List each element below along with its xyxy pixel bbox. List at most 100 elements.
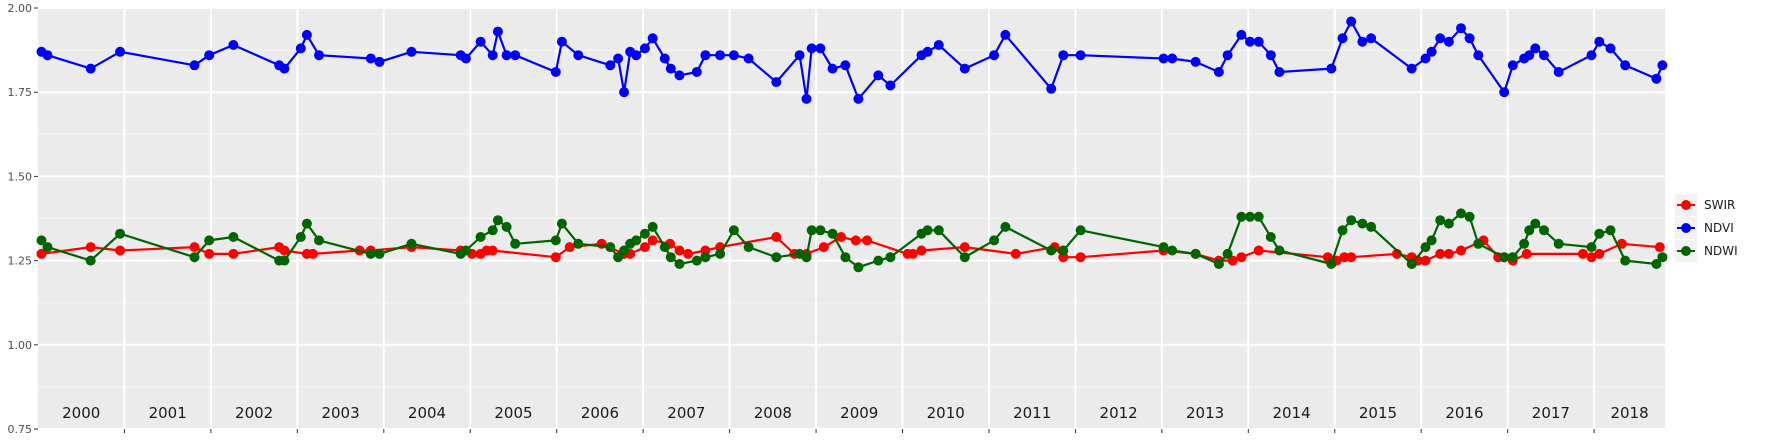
swir-point xyxy=(959,242,970,253)
swir-point xyxy=(487,245,498,256)
year-labels: 2000 2001 2002 2003 2004 2005 2006 2007 2008 2009… xyxy=(62,404,1649,422)
swir-point xyxy=(1435,248,1446,259)
swir-point xyxy=(916,245,927,256)
ndwi-point xyxy=(1586,242,1597,253)
ndvi-point xyxy=(728,50,739,61)
y-tick-label: 2.00 xyxy=(8,2,33,15)
ndwi-point xyxy=(1426,235,1437,246)
ndwi-point xyxy=(1274,245,1285,256)
ndwi-point xyxy=(1605,225,1616,236)
ndvi-point xyxy=(771,77,782,88)
ndwi-point xyxy=(1594,228,1605,239)
swir-point xyxy=(204,248,215,259)
ndwi-point xyxy=(840,252,851,263)
ndwi-point xyxy=(1473,238,1484,249)
ndvi-point xyxy=(959,63,970,74)
swir-point xyxy=(850,235,861,246)
ndvi-point xyxy=(365,53,376,64)
ndwi-point xyxy=(1507,252,1518,263)
ndwi-point xyxy=(885,252,896,263)
y-tick-label: 1.25 xyxy=(8,255,33,268)
ndwi-point xyxy=(613,252,624,263)
legend-label-ndwi: NDWI xyxy=(1704,244,1738,258)
ndwi-point xyxy=(295,232,306,242)
ndwi-point xyxy=(1265,232,1276,242)
swir-point xyxy=(836,232,847,242)
ndvi-point xyxy=(691,67,702,77)
ndwi-point xyxy=(853,262,864,273)
ndvi-point xyxy=(1651,73,1662,84)
year-label: 2000 xyxy=(62,404,100,422)
ndwi-point xyxy=(1620,255,1631,266)
ndvi-point xyxy=(279,63,290,74)
ndwi-point xyxy=(301,218,312,229)
ndvi-point xyxy=(1190,56,1201,67)
ndwi-point xyxy=(492,215,503,226)
ndvi-point xyxy=(487,50,498,61)
ndwi-point xyxy=(501,221,512,232)
ndwi-point xyxy=(1075,225,1086,236)
swir-point xyxy=(1594,248,1605,259)
swir-point xyxy=(1654,242,1665,253)
ndvi-point xyxy=(1657,60,1668,71)
ndwi-point xyxy=(1222,248,1233,259)
ndvi-point xyxy=(550,67,561,77)
ndvi-point xyxy=(840,60,851,71)
swir-point xyxy=(228,248,239,259)
ndwi-point xyxy=(674,259,685,269)
ndwi-point xyxy=(204,235,215,246)
ndvi-point xyxy=(700,50,711,61)
ndvi-point xyxy=(115,46,126,57)
swir-point xyxy=(115,245,126,256)
ndvi-point xyxy=(1473,50,1484,61)
ndvi-point xyxy=(1524,50,1535,61)
ndvi-point xyxy=(815,43,826,54)
legend-label-swir: SWIR xyxy=(1704,198,1735,212)
swir-point xyxy=(307,248,318,259)
ndvi-point xyxy=(204,50,215,61)
swir-point xyxy=(674,245,685,256)
ndwi-point xyxy=(189,252,200,263)
ndwi-point xyxy=(639,228,650,239)
ndwi-point xyxy=(959,252,970,263)
ndvi-point xyxy=(1167,53,1178,64)
ndvi-point xyxy=(1507,60,1518,71)
ndvi-point xyxy=(1326,63,1337,74)
ndvi-point xyxy=(873,70,884,81)
ndwi-point xyxy=(1158,242,1169,253)
ndwi-point xyxy=(279,255,290,266)
ndvi-point xyxy=(460,53,471,64)
year-label: 2018 xyxy=(1610,404,1648,422)
ndvi-point xyxy=(295,43,306,54)
ndwi-point xyxy=(1499,252,1510,263)
legend-marker-ndvi xyxy=(1681,223,1691,233)
ndwi-point xyxy=(1253,211,1264,222)
ndvi-point xyxy=(1406,63,1417,74)
ndvi-point xyxy=(42,50,53,61)
ndvi-point xyxy=(743,53,754,64)
ndwi-point xyxy=(700,252,711,263)
year-label: 2002 xyxy=(235,404,273,422)
ndvi-point xyxy=(1605,43,1616,54)
swir-point xyxy=(36,248,47,259)
swir-point xyxy=(1346,252,1357,263)
ndvi-point xyxy=(715,50,726,61)
ndwi-point xyxy=(1357,218,1368,229)
swir-point xyxy=(1420,255,1431,266)
ndwi-point xyxy=(475,232,486,242)
swir-point xyxy=(279,245,290,256)
ndwi-point xyxy=(715,248,726,259)
ndwi-point xyxy=(619,245,630,256)
year-label: 2017 xyxy=(1532,404,1570,422)
ndvi-point xyxy=(501,50,512,61)
ndwi-point xyxy=(42,242,53,253)
ndwi-point xyxy=(1366,221,1377,232)
swir-point xyxy=(1577,248,1588,259)
ndwi-point xyxy=(1435,215,1446,226)
ndwi-point xyxy=(1657,252,1668,263)
ndwi-point xyxy=(1553,238,1564,249)
ndwi-point xyxy=(228,232,239,242)
ndvi-point xyxy=(374,56,385,67)
ndvi-point xyxy=(510,50,521,61)
ndwi-point xyxy=(1058,245,1069,256)
